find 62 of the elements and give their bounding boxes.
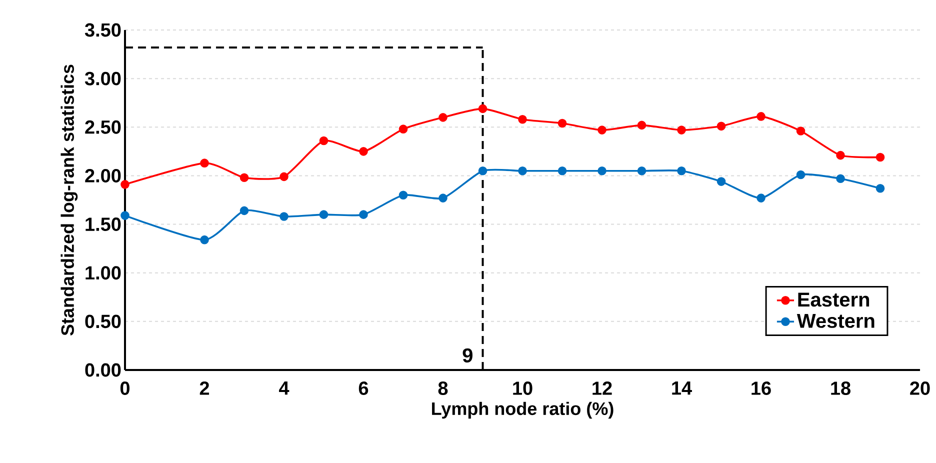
x-tick-label: 2 — [200, 382, 210, 395]
x-tick-label: 18 — [831, 382, 850, 395]
point — [359, 210, 368, 219]
point — [876, 152, 885, 162]
point — [796, 126, 806, 136]
point — [200, 235, 209, 244]
legend-label: Western — [796, 314, 874, 328]
point — [438, 194, 448, 202]
x-tick-label: 8 — [438, 382, 448, 395]
point — [319, 210, 328, 219]
point — [120, 211, 130, 220]
y-tick-label: 3.00 — [84, 72, 121, 86]
x-tick-label: 12 — [592, 382, 612, 395]
y-axis-title: Standardized log-rank statistics — [60, 64, 78, 336]
y-tick-label: 0.00 — [85, 363, 121, 377]
point — [240, 206, 249, 216]
x-tick-label: 0 — [120, 382, 130, 395]
y-tick-label: 2.50 — [85, 120, 121, 134]
point — [359, 147, 368, 156]
point — [716, 122, 726, 131]
point — [876, 184, 885, 193]
point — [558, 166, 567, 176]
y-tick-label: 2.00 — [85, 168, 121, 182]
point — [200, 158, 209, 168]
point — [677, 166, 686, 176]
point — [637, 166, 646, 176]
point — [796, 170, 806, 180]
point — [836, 174, 845, 184]
point — [677, 126, 686, 134]
point — [240, 173, 249, 182]
x-tick-label: 16 — [752, 382, 771, 395]
point — [756, 194, 766, 202]
point — [518, 114, 527, 124]
x-tick-label: 10 — [513, 382, 532, 395]
x-tick-label: 20 — [910, 382, 930, 395]
point — [716, 177, 726, 186]
point — [120, 180, 130, 189]
x-tick-label: 14 — [672, 382, 692, 395]
point — [478, 104, 488, 114]
y-tick-label: 3.50 — [84, 23, 121, 37]
point — [518, 166, 527, 176]
point — [637, 120, 646, 130]
y-tick-label: 0.50 — [85, 314, 121, 328]
point — [558, 118, 567, 128]
point — [319, 136, 328, 146]
point — [598, 126, 606, 134]
x-tick-label: 6 — [358, 382, 368, 395]
y-tick-label: 1.00 — [86, 266, 121, 280]
point — [836, 150, 845, 160]
point — [280, 172, 288, 182]
point — [398, 124, 408, 134]
x-tick-label: 4 — [279, 382, 290, 395]
point — [438, 113, 448, 122]
point — [756, 112, 766, 121]
x-axis-title: Lymph node ratio (%) — [432, 402, 614, 419]
point — [280, 212, 288, 221]
y-tick-label: 1.50 — [86, 218, 121, 232]
ref-line-label: 9 — [462, 348, 472, 362]
point — [398, 190, 408, 200]
legend-label: Eastern — [798, 292, 870, 307]
point — [598, 166, 606, 176]
point — [478, 166, 488, 176]
